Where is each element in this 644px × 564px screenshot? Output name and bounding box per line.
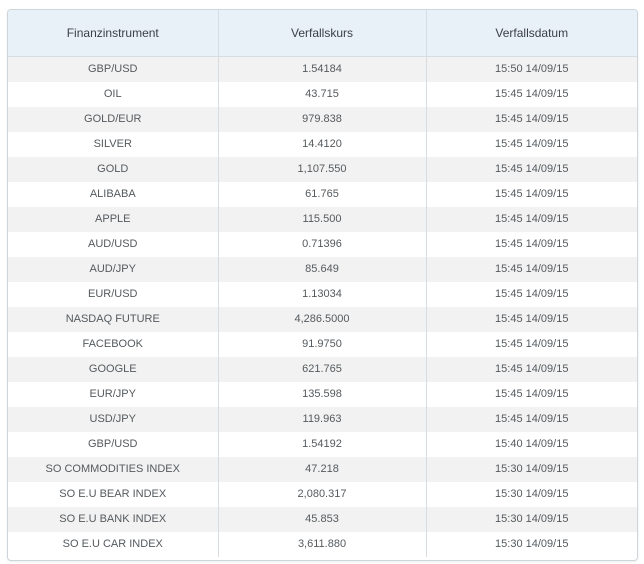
header-instrument: Finanzinstrument — [8, 10, 219, 57]
cell-expiry-price: 43.715 — [218, 82, 427, 107]
cell-expiry-date: 15:45 14/09/15 — [426, 132, 637, 157]
cell-expiry-price: 1.13034 — [218, 282, 427, 307]
table-row: EUR/JPY 135.598 15:45 14/09/15 — [8, 382, 637, 407]
cell-expiry-price: 1.54192 — [218, 432, 427, 457]
header-row: Finanzinstrument Verfallskurs Verfallsda… — [8, 10, 637, 57]
cell-instrument: NASDAQ FUTURE — [8, 307, 219, 332]
cell-instrument: SO COMMODITIES INDEX — [8, 457, 219, 482]
cell-expiry-price: 115.500 — [218, 207, 427, 232]
table-row: GOOGLE 621.765 15:45 14/09/15 — [8, 357, 637, 382]
cell-expiry-date: 15:45 14/09/15 — [426, 207, 637, 232]
cell-expiry-price: 1.54184 — [218, 56, 427, 82]
cell-expiry-date: 15:45 14/09/15 — [426, 157, 637, 182]
table-row: USD/JPY 119.963 15:45 14/09/15 — [8, 407, 637, 432]
table-row: ALIBABA 61.765 15:45 14/09/15 — [8, 182, 637, 207]
cell-expiry-date: 15:30 14/09/15 — [426, 532, 637, 557]
cell-expiry-date: 15:45 14/09/15 — [426, 282, 637, 307]
cell-instrument: EUR/USD — [8, 282, 219, 307]
table-header: Finanzinstrument Verfallskurs Verfallsda… — [8, 10, 637, 57]
table-row: OIL 43.715 15:45 14/09/15 — [8, 82, 637, 107]
cell-expiry-price: 4,286.5000 — [218, 307, 427, 332]
cell-expiry-date: 15:45 14/09/15 — [426, 307, 637, 332]
cell-instrument: APPLE — [8, 207, 219, 232]
cell-expiry-price: 14.4120 — [218, 132, 427, 157]
table-row: GBP/USD 1.54192 15:40 14/09/15 — [8, 432, 637, 457]
table-row: AUD/JPY 85.649 15:45 14/09/15 — [8, 257, 637, 282]
cell-expiry-price: 3,611.880 — [218, 532, 427, 557]
cell-instrument: GOOGLE — [8, 357, 219, 382]
cell-expiry-date: 15:30 14/09/15 — [426, 507, 637, 532]
cell-expiry-date: 15:45 14/09/15 — [426, 357, 637, 382]
cell-instrument: SILVER — [8, 132, 219, 157]
table-row: SILVER 14.4120 15:45 14/09/15 — [8, 132, 637, 157]
cell-expiry-price: 45.853 — [218, 507, 427, 532]
cell-expiry-date: 15:45 14/09/15 — [426, 232, 637, 257]
cell-expiry-date: 15:45 14/09/15 — [426, 332, 637, 357]
cell-expiry-price: 2,080.317 — [218, 482, 427, 507]
cell-expiry-date: 15:30 14/09/15 — [426, 482, 637, 507]
cell-instrument: GOLD/EUR — [8, 107, 219, 132]
cell-instrument: GBP/USD — [8, 432, 219, 457]
table-row: GOLD 1,107.550 15:45 14/09/15 — [8, 157, 637, 182]
table-row: GOLD/EUR 979.838 15:45 14/09/15 — [8, 107, 637, 132]
header-expiry-date: Verfallsdatum — [426, 10, 637, 57]
cell-expiry-price: 1,107.550 — [218, 157, 427, 182]
cell-expiry-date: 15:40 14/09/15 — [426, 432, 637, 457]
table-row: EUR/USD 1.13034 15:45 14/09/15 — [8, 282, 637, 307]
cell-expiry-price: 85.649 — [218, 257, 427, 282]
cell-expiry-date: 15:50 14/09/15 — [426, 56, 637, 82]
table-row: AUD/USD 0.71396 15:45 14/09/15 — [8, 232, 637, 257]
table-row: APPLE 115.500 15:45 14/09/15 — [8, 207, 637, 232]
table-row: SO E.U BANK INDEX 45.853 15:30 14/09/15 — [8, 507, 637, 532]
cell-expiry-price: 61.765 — [218, 182, 427, 207]
cell-expiry-price: 0.71396 — [218, 232, 427, 257]
cell-expiry-price: 91.9750 — [218, 332, 427, 357]
cell-instrument: GBP/USD — [8, 56, 219, 82]
table-row: SO E.U CAR INDEX 3,611.880 15:30 14/09/15 — [8, 532, 637, 557]
cell-instrument: EUR/JPY — [8, 382, 219, 407]
cell-expiry-price: 47.218 — [218, 457, 427, 482]
cell-instrument: AUD/JPY — [8, 257, 219, 282]
cell-instrument: AUD/USD — [8, 232, 219, 257]
cell-expiry-price: 119.963 — [218, 407, 427, 432]
cell-instrument: FACEBOOK — [8, 332, 219, 357]
cell-expiry-date: 15:30 14/09/15 — [426, 457, 637, 482]
cell-expiry-date: 15:45 14/09/15 — [426, 107, 637, 132]
cell-instrument: ALIBABA — [8, 182, 219, 207]
cell-instrument: SO E.U BANK INDEX — [8, 507, 219, 532]
cell-expiry-date: 15:45 14/09/15 — [426, 182, 637, 207]
header-expiry-price: Verfallskurs — [218, 10, 427, 57]
cell-instrument: SO E.U BEAR INDEX — [8, 482, 219, 507]
table-row: SO COMMODITIES INDEX 47.218 15:30 14/09/15 — [8, 457, 637, 482]
table-row: GBP/USD 1.54184 15:50 14/09/15 — [8, 56, 637, 82]
expiry-results-table: Finanzinstrument Verfallskurs Verfallsda… — [8, 10, 637, 557]
table-row: NASDAQ FUTURE 4,286.5000 15:45 14/09/15 — [8, 307, 637, 332]
expiry-table-container: Finanzinstrument Verfallskurs Verfallsda… — [7, 9, 638, 561]
cell-expiry-date: 15:45 14/09/15 — [426, 407, 637, 432]
cell-expiry-price: 621.765 — [218, 357, 427, 382]
table-row: FACEBOOK 91.9750 15:45 14/09/15 — [8, 332, 637, 357]
table-row: SO E.U BEAR INDEX 2,080.317 15:30 14/09/15 — [8, 482, 637, 507]
cell-expiry-price: 135.598 — [218, 382, 427, 407]
cell-instrument: SO E.U CAR INDEX — [8, 532, 219, 557]
cell-expiry-date: 15:45 14/09/15 — [426, 382, 637, 407]
cell-instrument: GOLD — [8, 157, 219, 182]
cell-instrument: USD/JPY — [8, 407, 219, 432]
table-body: GBP/USD 1.54184 15:50 14/09/15 OIL 43.715 15:… — [8, 56, 637, 557]
cell-instrument: OIL — [8, 82, 219, 107]
cell-expiry-date: 15:45 14/09/15 — [426, 82, 637, 107]
cell-expiry-price: 979.838 — [218, 107, 427, 132]
cell-expiry-date: 15:45 14/09/15 — [426, 257, 637, 282]
